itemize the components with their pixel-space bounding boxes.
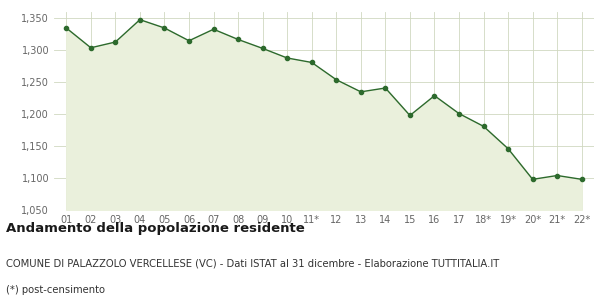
Text: (*) post-censimento: (*) post-censimento <box>6 285 105 295</box>
Text: Andamento della popolazione residente: Andamento della popolazione residente <box>6 222 305 235</box>
Text: COMUNE DI PALAZZOLO VERCELLESE (VC) - Dati ISTAT al 31 dicembre - Elaborazione T: COMUNE DI PALAZZOLO VERCELLESE (VC) - Da… <box>6 258 499 268</box>
